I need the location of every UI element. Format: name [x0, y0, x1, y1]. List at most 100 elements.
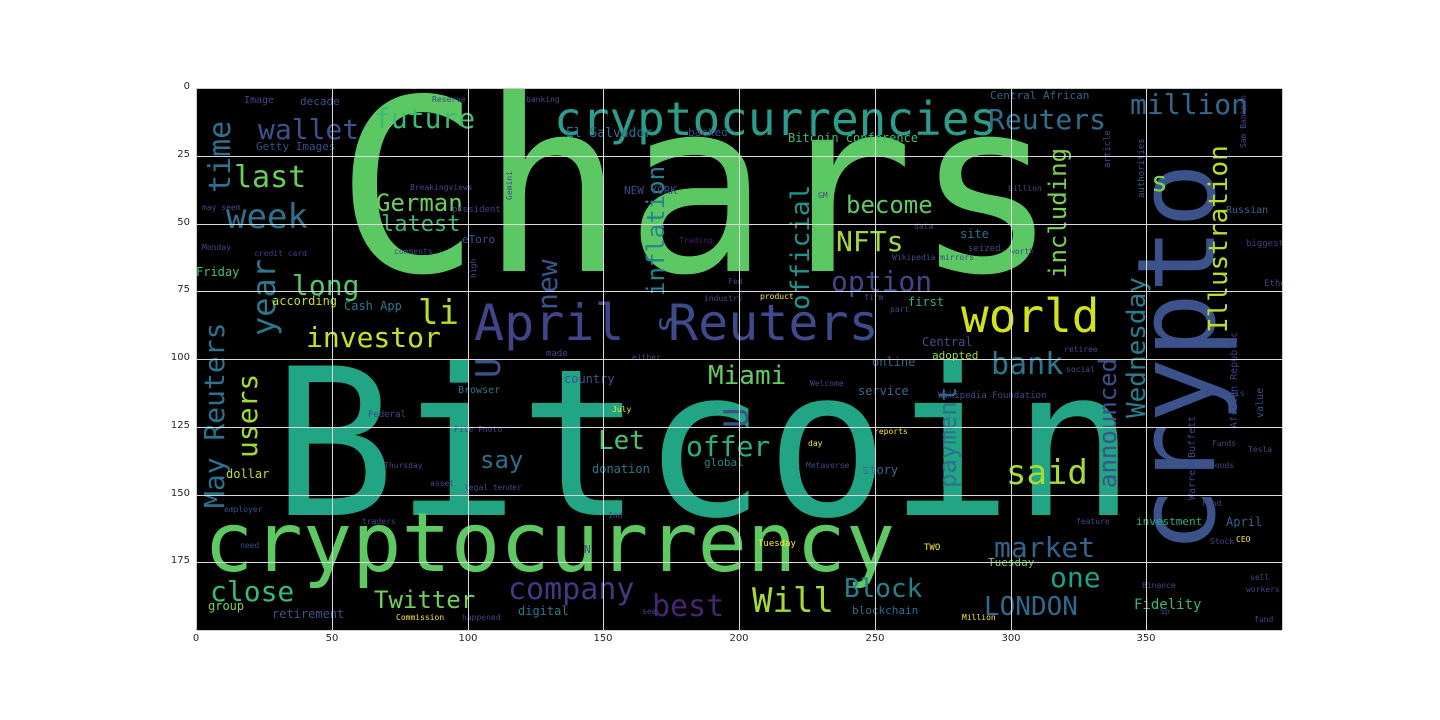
wordcloud-word: retirement: [272, 607, 345, 621]
y-tick-label: 125: [170, 420, 190, 431]
y-tick-label: 50: [177, 217, 190, 228]
wordcloud-word: Image: [244, 95, 275, 106]
wordcloud-word: blockchain: [852, 604, 919, 617]
wordcloud-word: Monday: [202, 243, 231, 252]
wordcloud-word: Warren Buffett: [1187, 415, 1198, 500]
wordcloud-word: Illustration: [1204, 145, 1234, 333]
wordcloud-word: Sp: [1160, 607, 1170, 616]
y-tick-label: 75: [177, 284, 190, 295]
wordcloud-word: Bitcoin: [272, 326, 1136, 564]
wordcloud-word: Fund: [1202, 499, 1222, 508]
y-tick-label: 100: [170, 352, 190, 363]
wordcloud-word: according: [272, 294, 338, 308]
wordcloud-word: Trading: [679, 236, 713, 245]
wordcloud-word: Metaverse: [806, 461, 850, 470]
y-gridline: [196, 156, 1282, 157]
wordcloud-word: cryptocurrency: [204, 496, 896, 591]
wordcloud-word: sell: [1250, 573, 1270, 582]
wordcloud-word: product: [760, 292, 794, 301]
wordcloud-word: country: [564, 372, 615, 386]
wordcloud-word: Russian: [1226, 205, 1269, 216]
wordcloud-word: users: [231, 373, 264, 458]
wordcloud-word: Breakingviews: [410, 183, 473, 192]
wordcloud-word: li: [418, 293, 459, 333]
wordcloud-word: need: [240, 541, 260, 550]
wordcloud-word: Friday: [196, 265, 240, 279]
y-gridline: [196, 224, 1282, 225]
wordcloud-word: Let: [598, 426, 645, 456]
wordcloud-word: July: [612, 405, 632, 414]
wordcloud-word: billion: [1008, 184, 1042, 193]
wordcloud-word: first: [908, 295, 945, 309]
wordcloud-word: employer: [224, 505, 263, 514]
wordcloud-word: investor: [306, 321, 441, 354]
wordcloud-word: African Republic: [1229, 331, 1240, 428]
y-gridline: [196, 495, 1282, 496]
wordcloud-word: Ethereum: [1264, 279, 1282, 289]
wordcloud-word: president: [452, 205, 501, 215]
wordcloud-word: GM: [818, 191, 828, 200]
x-tick-label: 50: [325, 633, 339, 644]
wordcloud-word: become: [846, 191, 933, 219]
wordcloud-word: worth: [1010, 247, 1035, 256]
wordcloud-word: say: [480, 446, 524, 474]
wordcloud-word: see: [642, 607, 657, 616]
frame-edge: [196, 88, 197, 630]
wordcloud-word: Federal: [368, 410, 406, 420]
wordcloud-word: German: [376, 189, 463, 217]
wordcloud-word: Gemini: [505, 171, 514, 200]
wordcloud-word: El Salvador: [566, 126, 653, 141]
wordcloud-word: long: [292, 269, 360, 302]
wordcloud-word: Getty Images: [256, 140, 336, 153]
wordcloud-word: Will: [752, 581, 834, 621]
wordcloud-word: April: [474, 294, 625, 352]
wordcloud-word: Reserve: [432, 95, 466, 104]
x-tick-label: 350: [1136, 633, 1156, 644]
wordcloud-word: Stock: [1210, 537, 1235, 546]
wordcloud-word: Cash App: [344, 299, 402, 313]
wordcloud-word: future: [374, 102, 476, 135]
wordcloud-word: fund: [1254, 615, 1274, 624]
wordcloud-word: group: [208, 599, 245, 613]
wordcloud-word: legal tender: [464, 483, 522, 492]
wordcloud-word: workers may: [1246, 585, 1282, 594]
x-tick-label: 100: [458, 633, 478, 644]
wordcloud-word: including: [1044, 147, 1072, 278]
wordcloud-word: day: [808, 439, 823, 448]
wordcloud-word: credit card: [254, 249, 307, 258]
wordcloud-word: Fundrais: [1206, 389, 1245, 398]
wordcloud-word: made: [546, 349, 568, 359]
x-tick-label: 150: [593, 633, 613, 644]
wordcloud-word: close: [210, 575, 295, 608]
wordcloud-word: TWO: [924, 543, 941, 553]
wordcloud-word: Bitcoin conference: [788, 131, 919, 145]
wordcloud-word: Welcome: [810, 379, 844, 388]
wordcloud-word: said: [1006, 453, 1088, 493]
wordcloud-word: Twitter: [374, 586, 476, 614]
wordcloud-word: biggest: [1246, 239, 1282, 249]
wordcloud-word: Chars: [336, 88, 1059, 328]
wordcloud-word: new: [531, 259, 564, 310]
wordcloud-word: Central African: [990, 89, 1090, 102]
wordcloud-word: may seem: [202, 203, 241, 212]
wordcloud-word: social: [1066, 365, 1095, 374]
wordcloud-word: feature: [1076, 517, 1110, 526]
wordcloud-word: payment: [934, 386, 962, 488]
wordcloud-word: eToro: [462, 233, 496, 246]
wordcloud-word: File Photo: [454, 425, 503, 434]
wordcloud-word: site: [960, 227, 989, 241]
wordcloud-word: investment: [1136, 515, 1203, 528]
wordcloud-word: N: [584, 543, 591, 556]
wordcloud-word: CEO: [1236, 535, 1251, 544]
wordcloud-word: story: [862, 463, 899, 477]
wordcloud-word: offer: [686, 430, 771, 463]
wordcloud-word: comments: [394, 247, 433, 256]
frame-edge: [196, 88, 1282, 89]
wordcloud-word: Commission: [396, 613, 445, 622]
wordcloud-word: retiree: [1064, 345, 1098, 354]
wordcloud-word: announced: [1094, 357, 1122, 488]
x-tick-label: 300: [1001, 633, 1021, 644]
wordcloud-word: Browser: [458, 385, 501, 396]
wordcloud-word: digital: [518, 604, 569, 618]
wordcloud-word: week: [226, 197, 308, 237]
